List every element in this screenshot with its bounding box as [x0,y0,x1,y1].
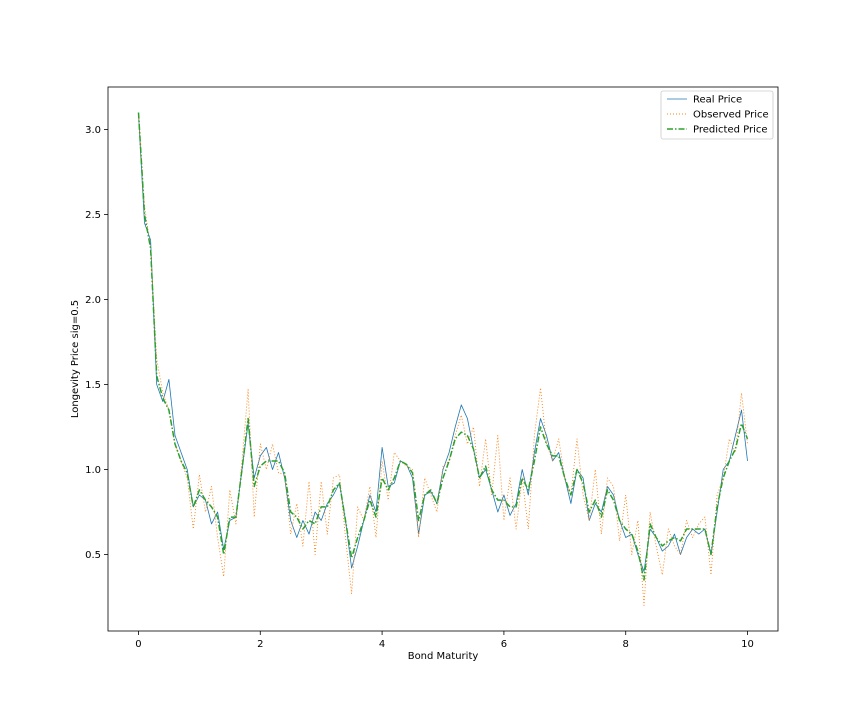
x-tick-label: 10 [741,639,754,650]
x-axis-ticks: 0 2 4 6 8 10 [135,631,754,650]
legend-box [660,90,774,140]
x-axis-label: Bond Maturity [408,651,479,662]
y-tick-label: 2.5 [85,210,101,221]
x-tick-label: 4 [379,639,385,650]
legend: Real Price Observed Price Predicted Price [660,90,774,140]
x-tick-label: 6 [501,639,507,650]
legend-label: Real Price [693,95,742,106]
y-tick-label: 3.0 [85,125,101,136]
plot-area [108,87,778,631]
legend-label: Observed Price [693,110,769,121]
y-axis-ticks: 0.5 1.0 1.5 2.0 2.5 3.0 [85,125,108,561]
series-layer [137,112,749,606]
y-tick-label: 2.0 [85,295,101,306]
axes-frame [107,86,779,632]
x-tick-label: 0 [135,639,141,650]
x-tick-label: 8 [623,639,629,650]
y-tick-label: 0.5 [85,550,101,561]
y-tick-label: 1.0 [85,465,101,476]
legend-label: Predicted Price [693,125,768,136]
y-tick-label: 1.5 [85,380,101,391]
x-tick-label: 2 [257,639,263,650]
series-line-predicted-price [137,112,749,581]
y-axis-label: Longevity Price sig=0.5 [70,300,81,418]
